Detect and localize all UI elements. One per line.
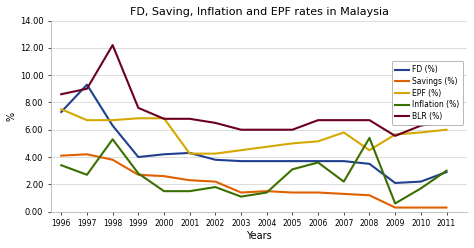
- FD (%): [58, 111, 64, 114]
- FD (%): [161, 153, 167, 156]
- EPF (%): [392, 133, 398, 136]
- BLR (%): [290, 128, 295, 131]
- EPF (%): [58, 108, 64, 111]
- Savings (%): [264, 190, 270, 193]
- EPF (%): [366, 149, 372, 152]
- FD (%): [290, 160, 295, 163]
- BLR (%): [110, 44, 116, 47]
- Savings (%): [187, 179, 192, 182]
- Savings (%): [418, 206, 424, 209]
- EPF (%): [110, 119, 116, 122]
- FD (%): [264, 160, 270, 163]
- EPF (%): [212, 152, 218, 155]
- Inflation (%): [366, 136, 372, 139]
- BLR (%): [238, 128, 244, 131]
- Inflation (%): [264, 191, 270, 194]
- Savings (%): [238, 191, 244, 194]
- Savings (%): [366, 194, 372, 197]
- Inflation (%): [315, 161, 321, 164]
- BLR (%): [418, 124, 424, 127]
- EPF (%): [418, 131, 424, 134]
- X-axis label: Years: Years: [246, 231, 272, 241]
- EPF (%): [187, 152, 192, 155]
- BLR (%): [392, 134, 398, 137]
- Savings (%): [212, 180, 218, 183]
- Line: FD (%): FD (%): [61, 85, 447, 183]
- FD (%): [444, 171, 449, 174]
- FD (%): [341, 160, 346, 163]
- FD (%): [392, 182, 398, 185]
- FD (%): [315, 160, 321, 163]
- FD (%): [366, 162, 372, 165]
- FD (%): [187, 152, 192, 155]
- EPF (%): [264, 145, 270, 148]
- BLR (%): [212, 122, 218, 124]
- BLR (%): [264, 128, 270, 131]
- FD (%): [136, 155, 141, 158]
- Inflation (%): [58, 164, 64, 167]
- Inflation (%): [161, 190, 167, 193]
- BLR (%): [136, 106, 141, 109]
- EPF (%): [84, 119, 90, 122]
- BLR (%): [315, 119, 321, 122]
- BLR (%): [58, 93, 64, 96]
- EPF (%): [290, 142, 295, 145]
- Inflation (%): [84, 173, 90, 176]
- BLR (%): [187, 117, 192, 120]
- Inflation (%): [290, 168, 295, 171]
- Line: Savings (%): Savings (%): [61, 154, 447, 208]
- EPF (%): [161, 117, 167, 120]
- EPF (%): [315, 140, 321, 143]
- Inflation (%): [418, 187, 424, 190]
- FD (%): [110, 124, 116, 127]
- Savings (%): [341, 192, 346, 195]
- Savings (%): [161, 175, 167, 178]
- Legend: FD (%), Savings (%), EPF (%), Inflation (%), BLR (%): FD (%), Savings (%), EPF (%), Inflation …: [392, 62, 463, 125]
- FD (%): [238, 160, 244, 163]
- Savings (%): [58, 154, 64, 157]
- FD (%): [418, 180, 424, 183]
- Inflation (%): [212, 186, 218, 188]
- EPF (%): [136, 117, 141, 120]
- Savings (%): [84, 153, 90, 156]
- Savings (%): [136, 173, 141, 176]
- Savings (%): [290, 191, 295, 194]
- EPF (%): [444, 128, 449, 131]
- Inflation (%): [238, 195, 244, 198]
- EPF (%): [341, 131, 346, 134]
- Inflation (%): [341, 180, 346, 183]
- BLR (%): [84, 87, 90, 90]
- Savings (%): [315, 191, 321, 194]
- Line: BLR (%): BLR (%): [61, 45, 447, 136]
- Line: EPF (%): EPF (%): [61, 109, 447, 154]
- BLR (%): [444, 120, 449, 123]
- Inflation (%): [187, 190, 192, 193]
- BLR (%): [366, 119, 372, 122]
- Title: FD, Saving, Inflation and EPF rates in Malaysia: FD, Saving, Inflation and EPF rates in M…: [129, 7, 389, 17]
- BLR (%): [341, 119, 346, 122]
- Inflation (%): [444, 169, 449, 172]
- Inflation (%): [136, 172, 141, 175]
- Savings (%): [444, 206, 449, 209]
- FD (%): [84, 83, 90, 86]
- BLR (%): [161, 117, 167, 120]
- FD (%): [212, 158, 218, 161]
- Inflation (%): [110, 138, 116, 141]
- Savings (%): [110, 158, 116, 161]
- EPF (%): [238, 149, 244, 152]
- Y-axis label: %: %: [7, 112, 17, 121]
- Inflation (%): [392, 202, 398, 205]
- Savings (%): [392, 206, 398, 209]
- Line: Inflation (%): Inflation (%): [61, 138, 447, 203]
